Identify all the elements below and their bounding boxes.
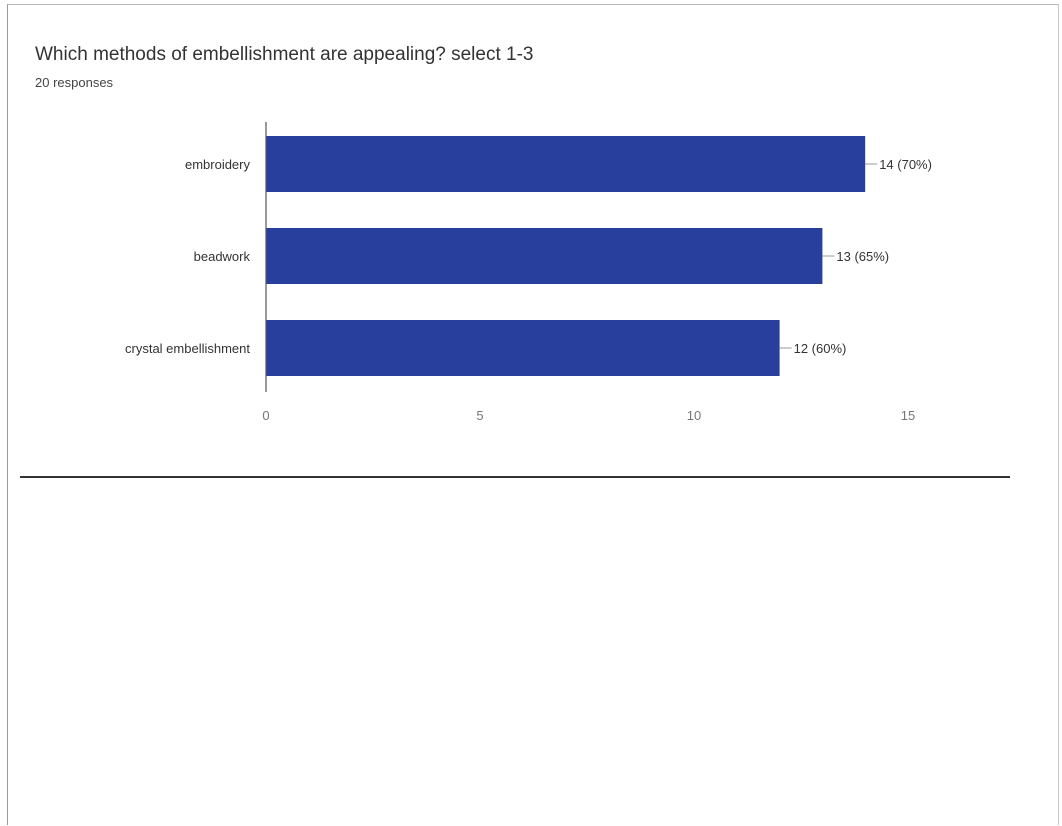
bar (266, 228, 823, 284)
category-label: beadwork (194, 249, 251, 264)
data-label: 13 (65%) (836, 249, 889, 264)
section-divider (20, 476, 1010, 478)
chart-card (7, 4, 1059, 825)
x-tick-label: 5 (476, 408, 483, 423)
x-tick-label: 10 (687, 408, 701, 423)
category-label: crystal embellishment (125, 341, 250, 356)
x-tick-label: 15 (901, 408, 915, 423)
data-label: 12 (60%) (794, 341, 847, 356)
x-tick-label: 0 (262, 408, 269, 423)
category-label: embroidery (185, 157, 251, 172)
bar (266, 136, 866, 192)
data-label: 14 (70%) (879, 157, 932, 172)
response-count: 20 responses (35, 75, 114, 90)
bar (266, 320, 780, 376)
bar-chart: embroidery 14 (70%) beadwork 13 (65%) crysta… (125, 122, 932, 423)
chart-title: Which methods of embellishment are appea… (35, 44, 534, 65)
